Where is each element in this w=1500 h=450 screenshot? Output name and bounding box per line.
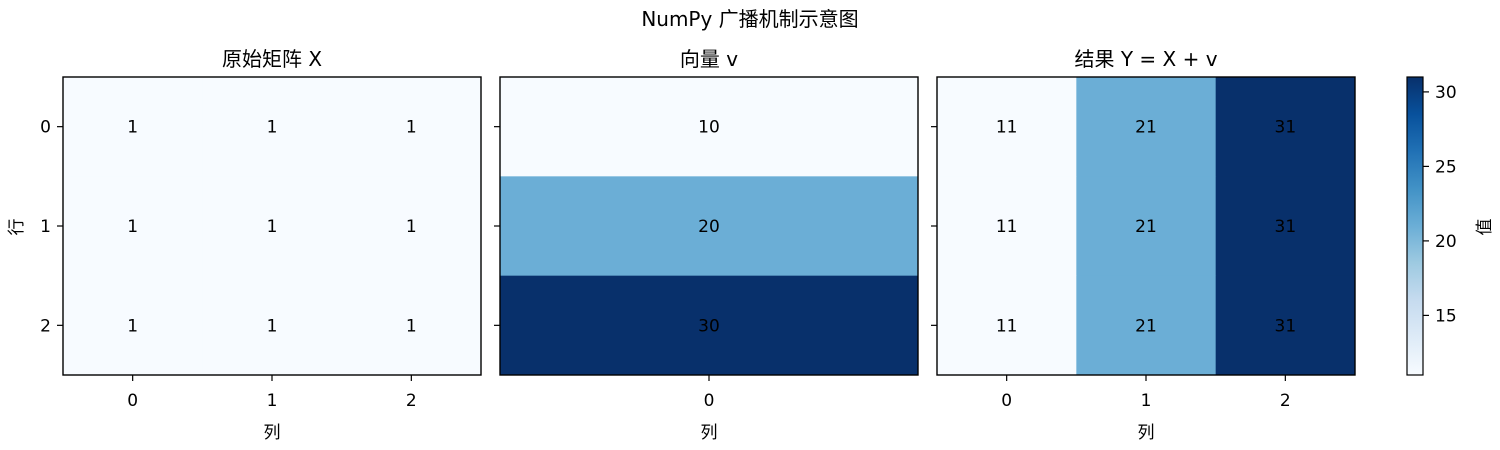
heatmap-cell: [1076, 77, 1217, 177]
heatmap-cell: [63, 77, 203, 177]
cell-value-label: 11: [996, 118, 1018, 138]
cell-value-label: 1: [406, 316, 417, 336]
cell-value-label: 1: [267, 118, 278, 138]
y-tick-label: 0: [40, 118, 51, 138]
heatmap-cell: [202, 176, 343, 277]
heatmap-cell: [937, 77, 1077, 177]
panel-title: 向量 v: [680, 47, 738, 71]
cell-value-label: 31: [1275, 316, 1297, 336]
cell-value-label: 1: [127, 118, 138, 138]
y-tick-label: 1: [40, 217, 51, 237]
panel-0: 1 1 1 1 1 1 1 1 1 原始矩阵 X 0 1 2 0 1 2 列: [40, 47, 482, 443]
x-tick-label: 2: [406, 391, 417, 411]
heatmap-cell: [1076, 275, 1217, 376]
heatmap-cell: [341, 275, 482, 376]
heatmap-cell: [63, 275, 203, 376]
heatmap-cell: [63, 176, 203, 277]
colorbar: 15 20 25 30 值: [1406, 76, 1495, 376]
heatmap-cell: [937, 275, 1077, 376]
cell-value-label: 1: [127, 316, 138, 336]
cell-value-label: 11: [996, 217, 1018, 237]
heatmap-cell: [341, 176, 482, 277]
heatmap-cell: [1215, 275, 1356, 376]
colorbar-tick-label: 20: [1435, 232, 1457, 252]
colorbar-label: 值: [1475, 219, 1495, 236]
panel-1: 10 20 30 向量 v 0 列: [494, 47, 919, 443]
panel-title: 原始矩阵 X: [222, 47, 322, 71]
x-tick-label: 1: [1141, 391, 1152, 411]
x-tick-label: 1: [267, 391, 278, 411]
panel-2: 11 21 31 11 21 31 11 21 31 结果 Y = X + v 0 1 2 列: [931, 47, 1356, 443]
x-tick-label: 2: [1280, 391, 1291, 411]
cell-value-label: 1: [127, 217, 138, 237]
x-tick-label: 0: [1001, 391, 1012, 411]
heatmap-cell: [341, 77, 482, 177]
heatmap-cell: [1215, 176, 1356, 277]
cell-value-label: 21: [1135, 118, 1157, 138]
cell-value-label: 21: [1135, 316, 1157, 336]
x-axis-label: 列: [1138, 423, 1155, 443]
x-tick-label: 0: [127, 391, 138, 411]
cell-value-label: 1: [406, 217, 417, 237]
cell-value-label: 1: [406, 118, 417, 138]
x-axis-label: 列: [701, 423, 718, 443]
cell-value-label: 1: [267, 217, 278, 237]
heatmap-cell: [1215, 77, 1356, 177]
x-axis-label: 列: [264, 423, 281, 443]
cell-value-label: 31: [1275, 118, 1297, 138]
heatmap-cell: [1076, 176, 1217, 277]
cell-value-label: 1: [267, 316, 278, 336]
cell-value-label: 20: [698, 217, 720, 237]
x-tick-label: 0: [704, 391, 715, 411]
y-tick-label: 2: [40, 316, 51, 336]
cell-value-label: 31: [1275, 217, 1297, 237]
panel-title: 结果 Y = X + v: [1074, 47, 1217, 71]
cell-value-label: 11: [996, 316, 1018, 336]
heatmap-cell: [937, 176, 1077, 277]
heatmap-cell: [202, 275, 343, 376]
colorbar-tick-label: 30: [1435, 83, 1457, 103]
heatmap-cell: [500, 275, 919, 376]
heatmap-cell: [500, 77, 919, 177]
cell-value-label: 21: [1135, 217, 1157, 237]
colorbar-tick-label: 15: [1435, 306, 1457, 326]
heatmap-cell: [500, 176, 919, 277]
cell-value-label: 10: [698, 118, 720, 138]
colorbar-gradient: [1406, 76, 1424, 376]
chart-title: NumPy 广播机制示意图: [641, 7, 858, 31]
colorbar-ticks: 15 20 25 30: [1423, 83, 1457, 326]
colorbar-tick-label: 25: [1435, 157, 1457, 177]
y-axis-label: 行: [7, 219, 27, 236]
heatmap-cell: [202, 77, 343, 177]
cell-value-label: 30: [698, 316, 720, 336]
